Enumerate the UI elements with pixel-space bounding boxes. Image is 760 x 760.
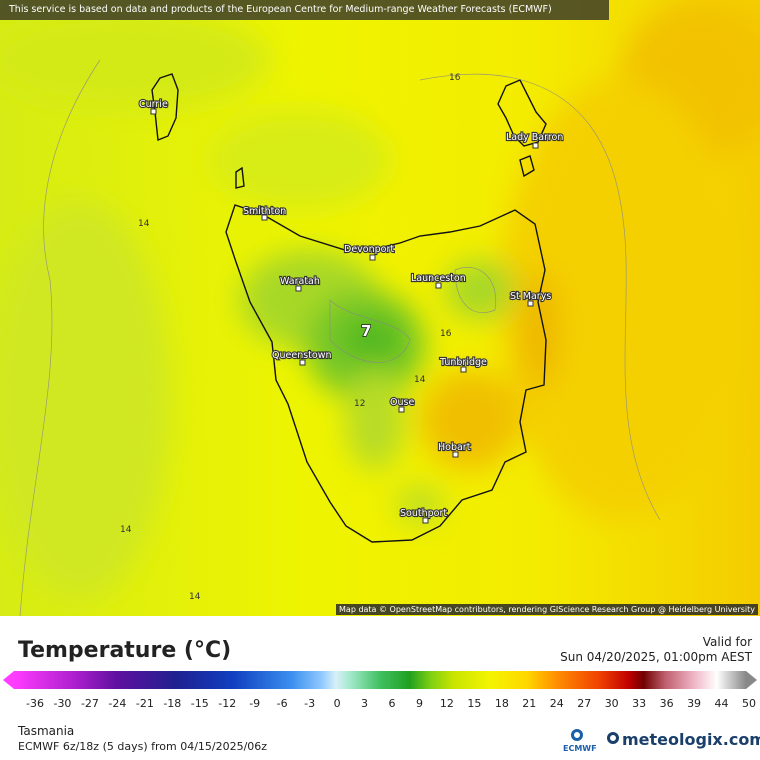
map: Currie Lady Barron Smithton Devonport La… bbox=[0, 0, 760, 616]
colorbar-tick-label: 6 bbox=[388, 697, 396, 710]
brand[interactable]: meteologix.com bbox=[622, 730, 760, 749]
colorbar-tick-label: 18 bbox=[494, 697, 509, 710]
colorbar-tick-label: 30 bbox=[604, 697, 619, 710]
contour-label: 16 bbox=[440, 329, 452, 339]
colorbar-tick-label: 3 bbox=[361, 697, 369, 710]
place-label: Hobart bbox=[438, 442, 471, 453]
colorbar-tick-label: -21 bbox=[135, 697, 154, 710]
temperature-field bbox=[0, 0, 760, 600]
colorbar-tick-label: 15 bbox=[467, 697, 482, 710]
colorbar-tick-label: 27 bbox=[577, 697, 592, 710]
place-label: Launceston bbox=[411, 273, 466, 284]
place-label: Currie bbox=[139, 99, 168, 110]
colorbar-tick-label: -9 bbox=[249, 697, 261, 710]
contour-label: 7 bbox=[361, 322, 371, 340]
place-label: Ouse bbox=[390, 397, 414, 408]
colorbar-tick-label: 24 bbox=[549, 697, 564, 710]
valid-label: Valid for bbox=[702, 635, 752, 649]
colorbar-tick-label: -6 bbox=[276, 697, 288, 710]
colorbar-tick-label: -12 bbox=[218, 697, 237, 710]
place-label: Southport bbox=[400, 508, 447, 519]
ecmwf-logo: ECMWF bbox=[563, 744, 597, 753]
isotherms bbox=[19, 59, 661, 616]
colorbar-tick-label: 9 bbox=[415, 697, 423, 710]
place-label: Waratah bbox=[280, 276, 320, 287]
colorbar-tick-label: 36 bbox=[659, 697, 674, 710]
colorbar-tick-label: 0 bbox=[333, 697, 341, 710]
banner: This service is based on data and produc… bbox=[0, 0, 609, 20]
place-label: Lady Barron bbox=[506, 132, 563, 143]
colorbar-tick-label: 50 bbox=[742, 697, 756, 710]
colorbar bbox=[14, 671, 746, 689]
valid-time: Valid for Sun 04/20/2025, 01:00pm AEST bbox=[560, 635, 752, 665]
ecmwf-logo-mark bbox=[571, 729, 583, 741]
colorbar-tick-label: -3 bbox=[304, 697, 316, 710]
place-label: Queenstown bbox=[272, 350, 332, 361]
colorbar-tick-label: -30 bbox=[53, 697, 72, 710]
colorbar-tick-label: 44 bbox=[714, 697, 729, 710]
place-label: St Marys bbox=[510, 291, 551, 302]
place-markers bbox=[150, 108, 539, 524]
legend-title: Temperature (°C) bbox=[18, 638, 232, 663]
brand-logo-mark bbox=[607, 732, 619, 744]
contour-label: 14 bbox=[189, 592, 201, 602]
model-run: ECMWF 6z/18z (5 days) from 04/15/2025/06… bbox=[18, 740, 268, 753]
valid-date: Sun 04/20/2025, 01:00pm AEST bbox=[560, 650, 752, 664]
colorbar-tick-label: 12 bbox=[439, 697, 454, 710]
contour-label: 16 bbox=[449, 73, 461, 83]
contour-label: 12 bbox=[354, 399, 365, 409]
colorbar-tick-label: 21 bbox=[522, 697, 537, 710]
coastline bbox=[151, 73, 547, 543]
contour-label: 14 bbox=[120, 525, 132, 535]
colorbar-tick-label: -36 bbox=[26, 697, 44, 710]
colorbar-tick-label: -18 bbox=[163, 697, 182, 710]
contour-label: 14 bbox=[414, 375, 426, 385]
colorbar-tick-label: -24 bbox=[108, 697, 127, 710]
contour-label: 14 bbox=[138, 219, 150, 229]
attribution: Map data © OpenStreetMap contributors, r… bbox=[336, 604, 758, 615]
colorbar-tick-label: 33 bbox=[632, 697, 647, 710]
colorbar-arrow bbox=[3, 671, 14, 689]
place-label: Devonport bbox=[344, 244, 394, 255]
place-label: Tunbridge bbox=[439, 357, 487, 368]
region: Tasmania bbox=[18, 724, 75, 738]
colorbar-tick-label: 39 bbox=[687, 697, 702, 710]
colorbar-tick-label: -15 bbox=[190, 697, 209, 710]
colorbar-tick-label: -27 bbox=[80, 697, 99, 710]
colorbar-arrow bbox=[746, 671, 757, 689]
place-label: Smithton bbox=[243, 206, 286, 217]
